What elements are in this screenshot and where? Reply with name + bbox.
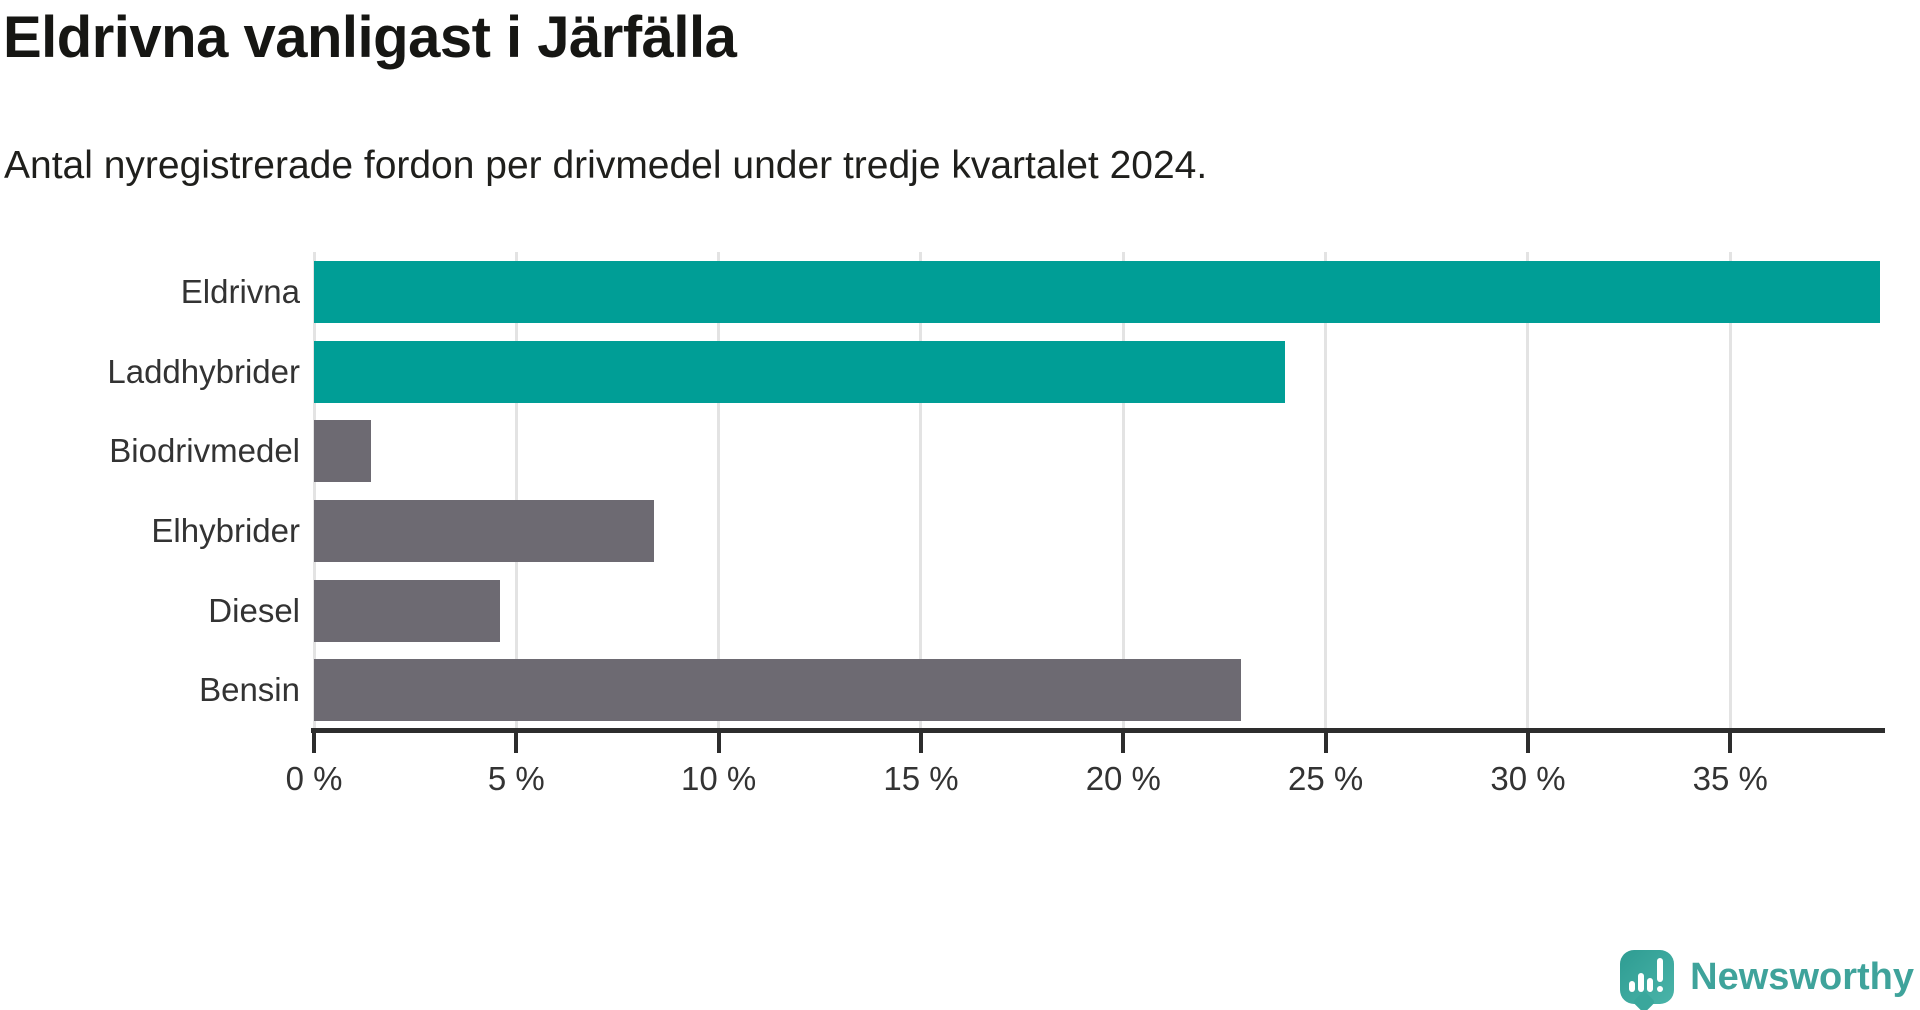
bar-diesel: [314, 579, 501, 642]
bar-elhybrider: [314, 499, 654, 562]
x-tick-label: 25 %: [1288, 760, 1364, 797]
x-tick-label: 5 %: [487, 760, 545, 797]
gridline: [717, 252, 721, 728]
x-tick: [1323, 733, 1328, 753]
x-tick: [918, 733, 923, 753]
newsworthy-pin-chart-icon: [1620, 950, 1675, 1010]
logo-chart-bar-icon: [1647, 978, 1654, 992]
bar-biodrivmedel: [314, 420, 371, 483]
gridline: [514, 252, 518, 728]
x-tick: [1728, 733, 1733, 753]
gridline: [312, 252, 316, 728]
x-axis-line: [311, 728, 1885, 733]
category-label: Laddhybrider: [107, 352, 300, 390]
x-tick-label: 10 %: [681, 760, 757, 797]
plot-area: 0 % 5 % 10 % 15 % 20 % 25 % 30 % 35 %: [286, 252, 1885, 797]
gridline: [1526, 252, 1530, 728]
x-tick-label: 35 %: [1692, 760, 1768, 797]
gridline: [1728, 252, 1732, 728]
x-tick: [1525, 733, 1530, 753]
category-labels: Eldrivna Laddhybrider Biodrivmedel Elhybrid…: [0, 252, 300, 730]
chart-subtitle: Antal nyregistrerade fordon per drivmede…: [4, 144, 1208, 187]
logo-bubble-tail: [1632, 990, 1656, 1010]
x-tick-label: 20 %: [1085, 760, 1161, 797]
logo-chart-bar-icon: [1638, 973, 1645, 992]
gridline: [919, 252, 923, 728]
gridline: [1324, 252, 1328, 728]
x-tick-label: 0 %: [285, 760, 343, 797]
category-label: Biodrivmedel: [109, 432, 300, 470]
logo-exclamation-dot-icon: [1657, 986, 1664, 992]
logo-chart-bar-icon: [1629, 981, 1636, 992]
bar-laddhybrider: [314, 340, 1286, 403]
bar-bensin: [314, 659, 1241, 722]
x-tick-label: 30 %: [1490, 760, 1566, 797]
category-label: Eldrivna: [180, 272, 300, 310]
chart-title: Eldrivna vanligast i Järfälla: [3, 5, 737, 70]
category-label: Diesel: [208, 591, 300, 629]
bar-eldrivna: [314, 260, 1880, 323]
gridline: [1121, 252, 1125, 728]
x-tick-label: 15 %: [883, 760, 959, 797]
newsworthy-logo: Newsworthy: [1620, 950, 1914, 1010]
newsworthy-logo-text: Newsworthy: [1690, 955, 1914, 998]
logo-exclamation-icon: [1657, 958, 1664, 982]
x-tick: [716, 733, 721, 753]
category-label: Elhybrider: [151, 511, 300, 549]
x-tick: [312, 733, 316, 753]
x-tick: [514, 733, 519, 753]
category-label: Bensin: [199, 671, 300, 709]
x-tick: [1121, 733, 1126, 753]
